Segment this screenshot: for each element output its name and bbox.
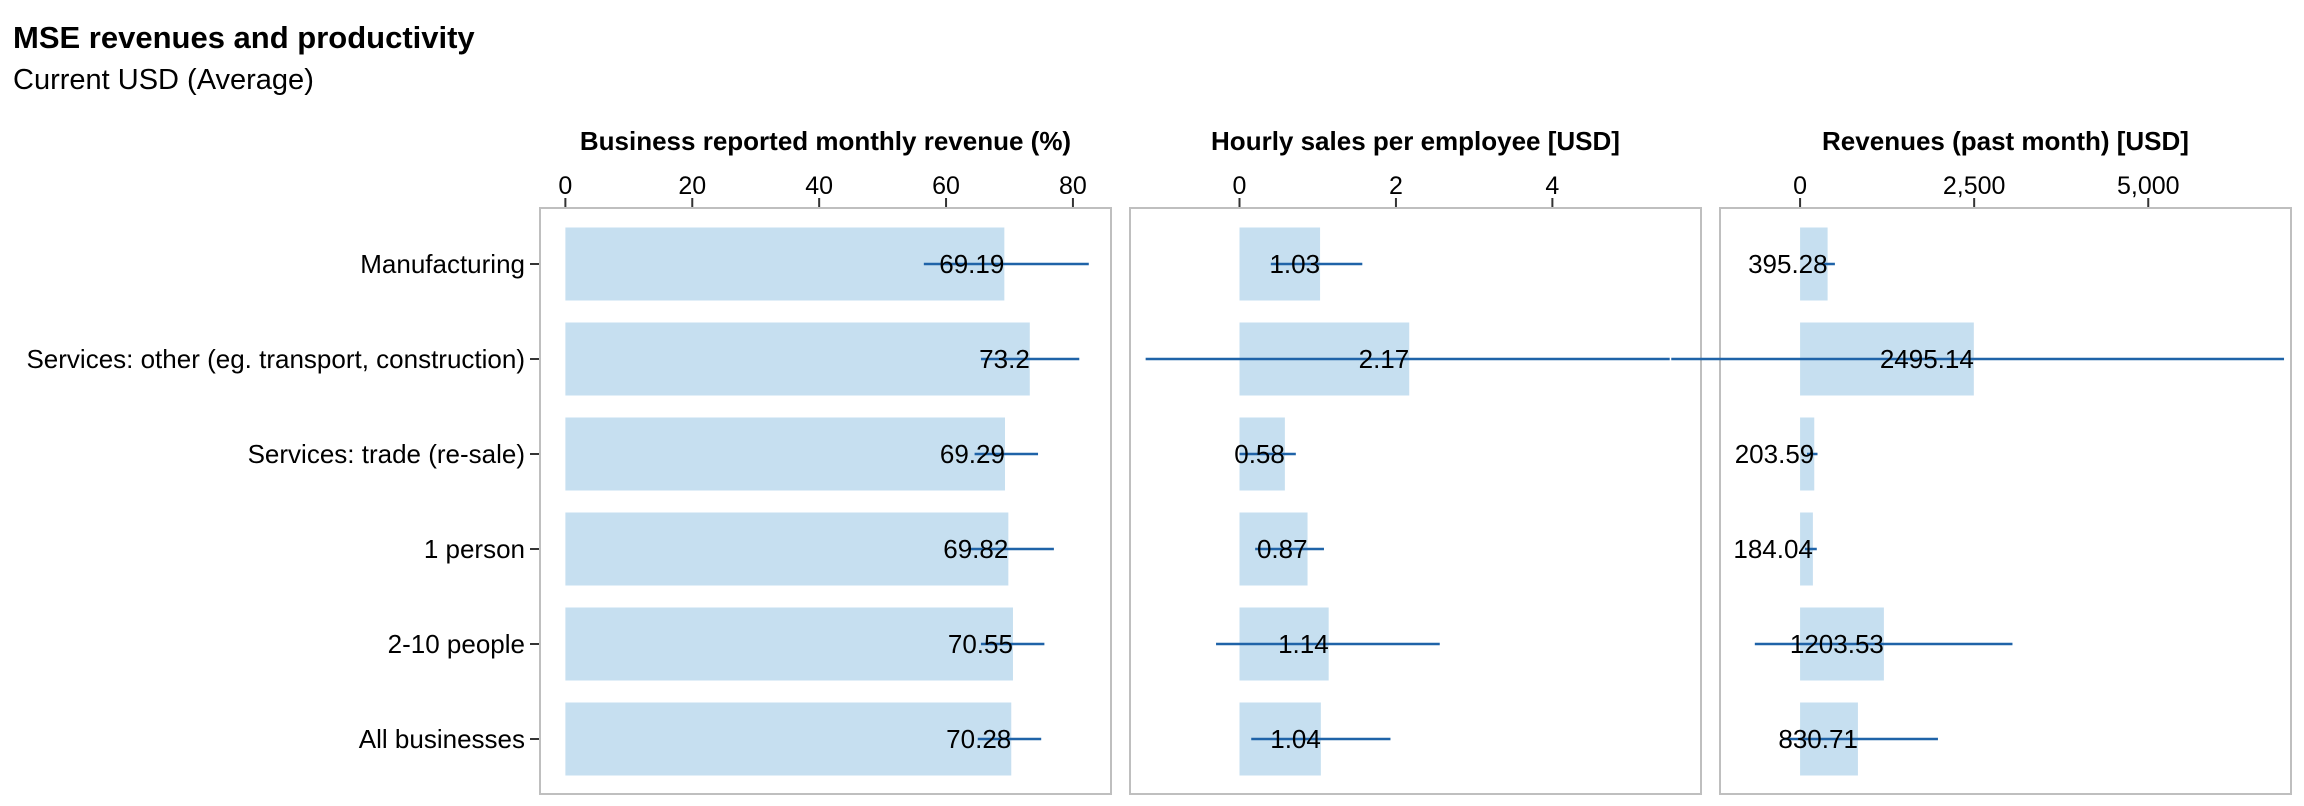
value-label: 1.04: [1270, 724, 1321, 754]
value-label: 69.82: [943, 534, 1008, 564]
chart-title: MSE revenues and productivity: [13, 20, 475, 55]
x-tick-label: 20: [678, 172, 706, 200]
panel-frame: [1719, 207, 2292, 795]
value-label: 2.17: [1359, 344, 1410, 374]
x-tick-label: 40: [805, 172, 833, 200]
value-label: 69.19: [939, 249, 1004, 279]
value-label: 184.04: [1733, 534, 1813, 564]
value-label: 830.71: [1778, 724, 1858, 754]
panel-title: Business reported monthly revenue (%): [580, 126, 1071, 156]
value-label: 2495.14: [1880, 344, 1974, 374]
value-label: 203.59: [1735, 439, 1815, 469]
value-label: 0.87: [1257, 534, 1308, 564]
value-label: 395.28: [1748, 249, 1828, 279]
value-label: 0.58: [1234, 439, 1285, 469]
value-label: 1.03: [1269, 249, 1320, 279]
x-tick-label: 2: [1389, 172, 1403, 200]
chart-subtitle: Current USD (Average): [13, 64, 314, 96]
panel-title: Hourly sales per employee [USD]: [1211, 126, 1620, 156]
value-label: 1203.53: [1790, 629, 1884, 659]
category-label: All businesses: [359, 724, 525, 754]
bar: [565, 417, 1005, 491]
x-tick-label: 4: [1545, 172, 1559, 200]
panel-frame: [1129, 207, 1702, 795]
x-tick-label: 80: [1059, 172, 1087, 200]
value-label: 70.55: [948, 629, 1013, 659]
bar: [565, 322, 1030, 396]
x-tick-label: 60: [932, 172, 960, 200]
x-tick-label: 0: [1793, 172, 1807, 200]
panel-title: Revenues (past month) [USD]: [1822, 126, 2189, 156]
category-label: 1 person: [424, 534, 525, 564]
value-label: 69.29: [940, 439, 1005, 469]
bar: [565, 607, 1013, 681]
category-label: Services: other (eg. transport, construc…: [26, 344, 525, 374]
value-label: 73.2: [979, 344, 1030, 374]
x-tick-label: 0: [1233, 172, 1247, 200]
x-tick-label: 5,000: [2117, 172, 2180, 200]
category-label: 2-10 people: [388, 629, 525, 659]
category-label: Manufacturing: [360, 249, 525, 279]
x-tick-label: 0: [558, 172, 572, 200]
bar: [565, 512, 1009, 586]
category-label: Services: trade (re-sale): [248, 439, 525, 469]
value-label: 70.28: [946, 724, 1011, 754]
value-label: 1.14: [1278, 629, 1329, 659]
bar: [565, 702, 1012, 776]
x-tick-label: 2,500: [1943, 172, 2006, 200]
panel-frame: [539, 207, 1112, 795]
